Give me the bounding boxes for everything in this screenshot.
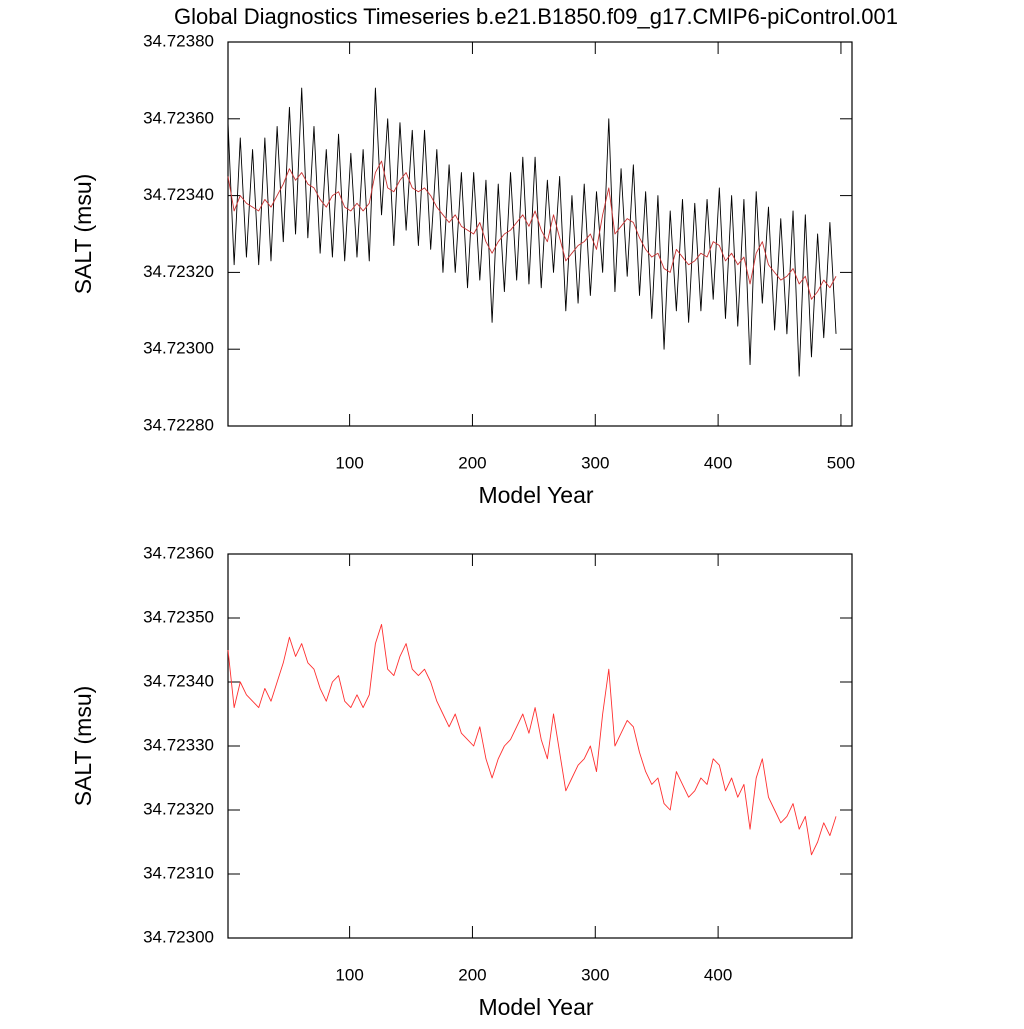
y-tick-label: 34.72330 [143,735,214,754]
chart-title: Global Diagnostics Timeseries b.e21.B185… [174,4,898,29]
x-tick-label: 400 [704,965,732,984]
x-axis-title: Model Year [478,482,593,508]
y-tick-label: 34.72340 [143,671,214,690]
y-tick-label: 34.72380 [143,31,214,50]
x-tick-label: 200 [458,453,486,472]
y-tick-label: 34.72300 [143,339,214,358]
y-tick-label: 34.72320 [143,262,214,281]
y-tick-label: 34.72340 [143,185,214,204]
y-tick-label: 34.72320 [143,799,214,818]
x-tick-label: 500 [827,453,855,472]
x-tick-label: 100 [335,453,363,472]
y-tick-label: 34.72310 [143,863,214,882]
plot-frame [227,41,853,427]
x-tick-label: 300 [581,453,609,472]
x-axis-title: Model Year [478,994,593,1020]
y-tick-label: 34.72280 [143,415,214,434]
series-line [227,87,837,377]
series-line [227,623,837,856]
series-line [227,160,837,300]
y-axis-title: SALT (msu) [70,174,96,295]
y-tick-label: 34.72300 [143,927,214,946]
x-tick-label: 100 [335,965,363,984]
x-tick-label: 200 [458,965,486,984]
y-tick-label: 34.72360 [143,108,214,127]
y-tick-label: 34.72360 [143,543,214,562]
y-tick-label: 34.72350 [143,607,214,626]
y-axis-title: SALT (msu) [70,686,96,807]
x-tick-label: 300 [581,965,609,984]
x-tick-label: 400 [704,453,732,472]
plot-frame [227,553,853,939]
